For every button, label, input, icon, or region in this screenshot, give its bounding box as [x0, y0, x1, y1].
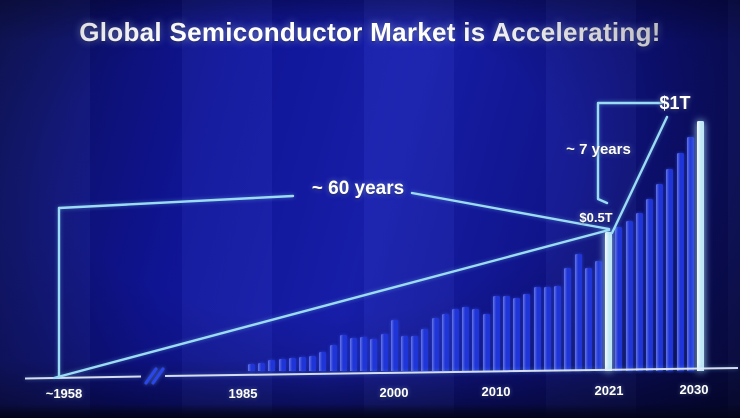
x-tick-1958: ~1958: [45, 386, 83, 401]
x-tick-2010: 2010: [481, 384, 511, 399]
axis-break-icon: [144, 367, 165, 385]
label-60-years: ~ 60 years: [311, 178, 405, 199]
x-tick-2000: 2000: [379, 385, 409, 400]
growth-diagonal-line: [52, 228, 611, 380]
screen-bottom-edge: [0, 404, 740, 418]
label-half-trillion: $0.5T: [579, 210, 613, 225]
x-tick-1985: 1985: [228, 386, 258, 401]
x-tick-2030: 2030: [679, 382, 709, 397]
label-one-trillion: $1T: [659, 93, 691, 113]
x-tick-2021: 2021: [594, 383, 624, 398]
label-7-years: ~ 7 years: [566, 141, 631, 158]
x-axis: [24, 367, 739, 380]
sixty-years-line-left: [57, 194, 295, 210]
